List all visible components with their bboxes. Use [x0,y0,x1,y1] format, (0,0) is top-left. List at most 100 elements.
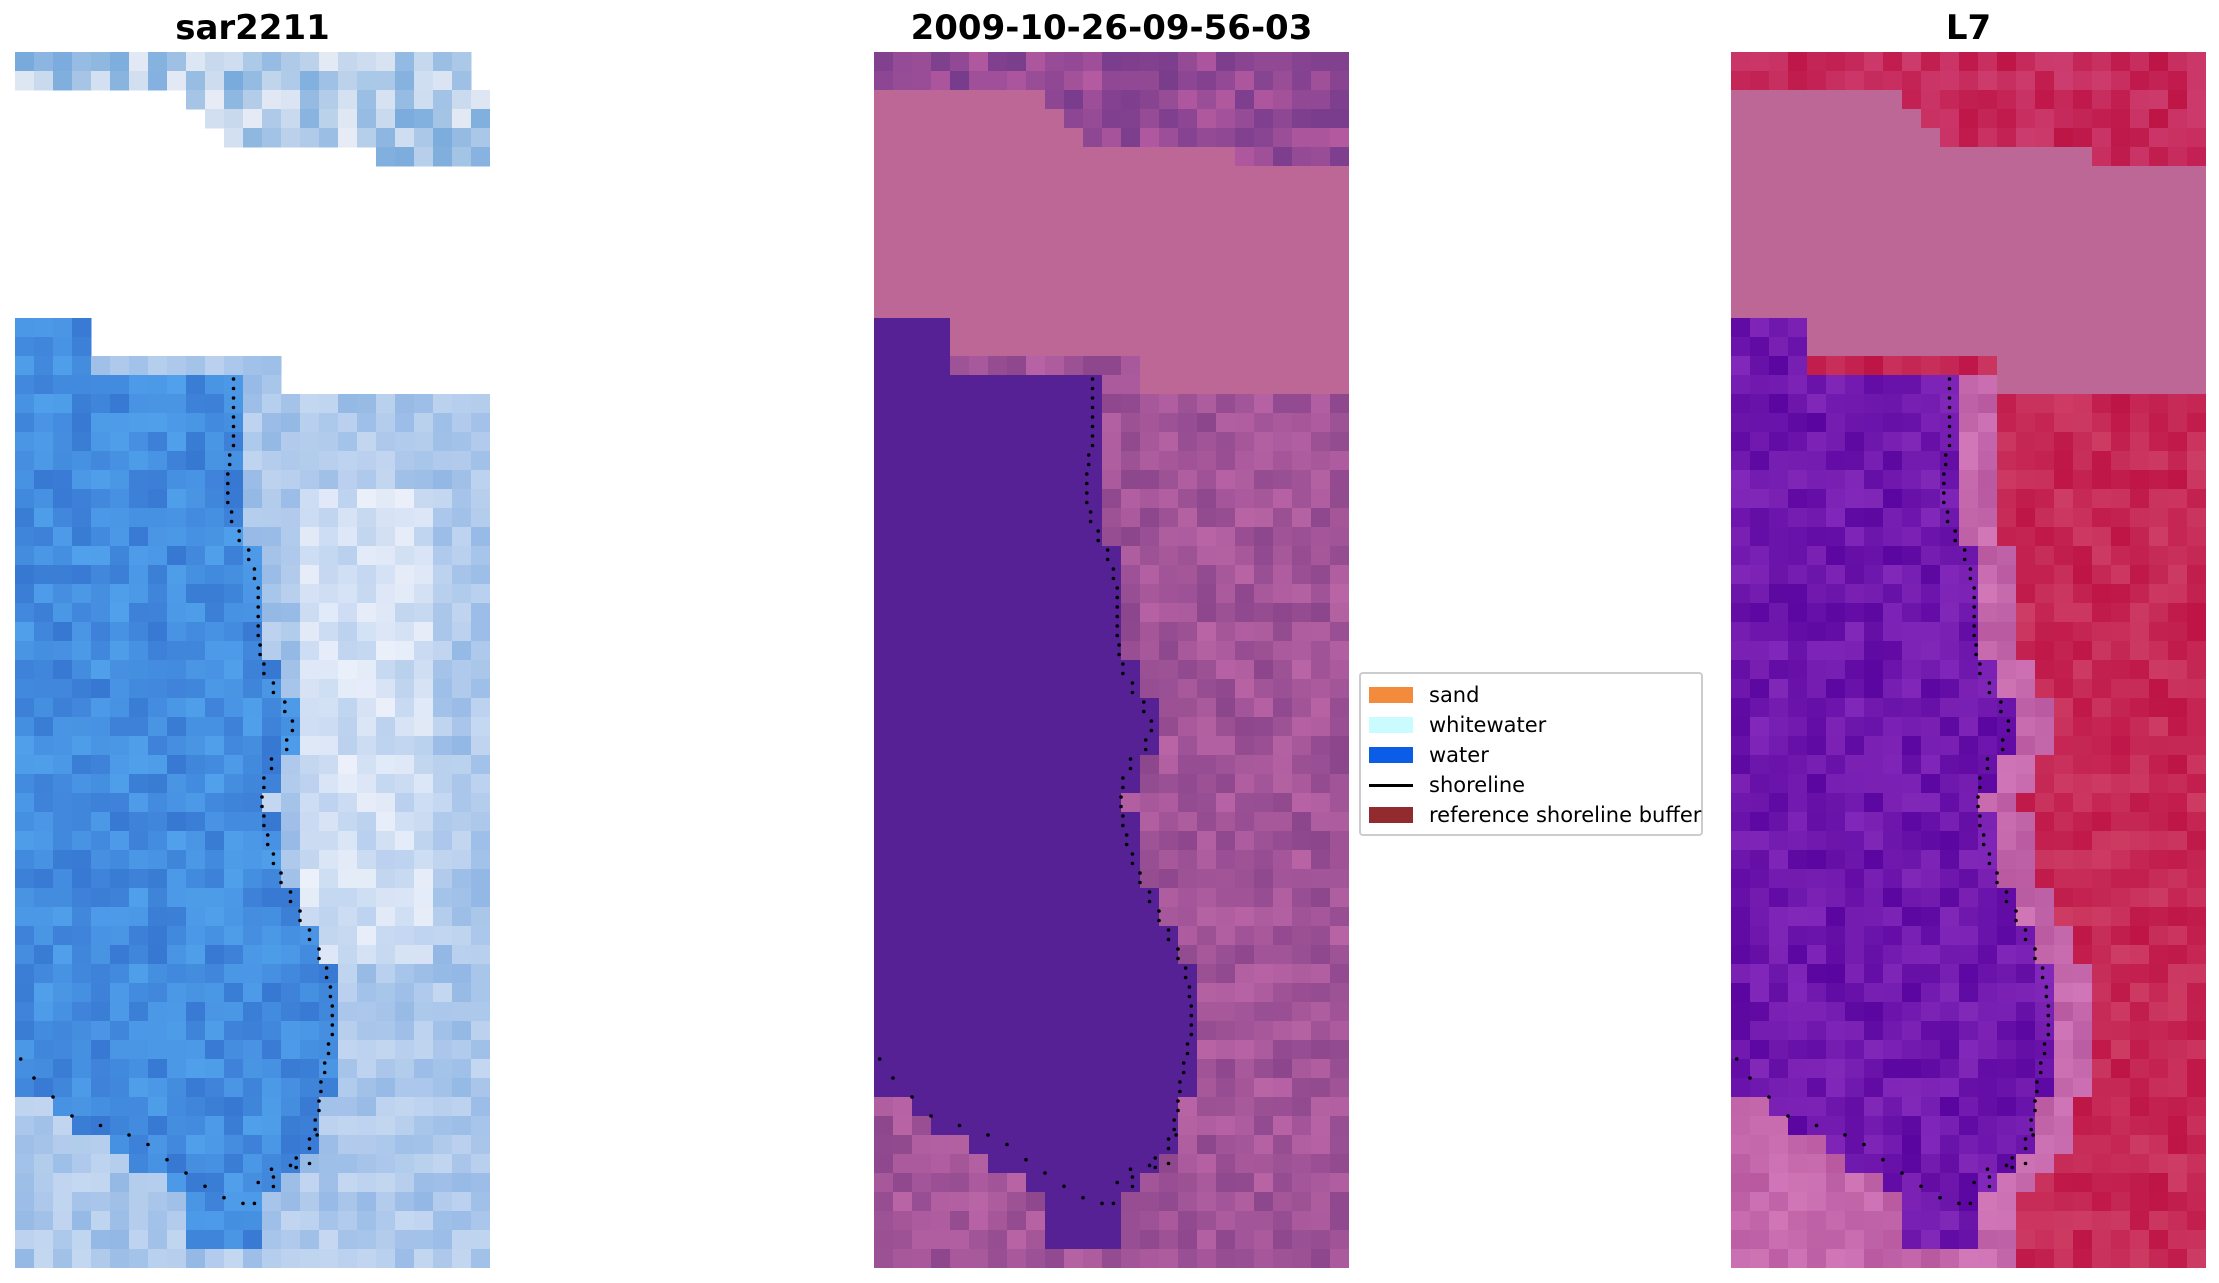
image-pixel [1159,603,1179,623]
image-pixel [319,1097,339,1117]
image-pixel [1826,432,1846,452]
image-pixel [2130,1002,2150,1022]
image-pixel [1997,736,2017,756]
image-pixel [2073,907,2093,927]
shoreline-dot [1972,586,1976,590]
image-pixel [912,1078,932,1098]
image-pixel [1197,679,1217,699]
image-pixel [262,755,282,775]
image-pixel [1064,1249,1084,1268]
shoreline-dot [2014,918,2018,923]
image-pixel [1216,109,1236,129]
image-pixel [262,831,282,851]
image-pixel [1140,1021,1160,1041]
image-pixel [34,907,54,927]
image-pixel [205,1154,225,1174]
image-pixel [2187,451,2206,471]
image-pixel [91,679,111,699]
image-pixel [1883,907,1903,927]
image-pixel [1254,109,1274,129]
image-pixel [2130,641,2150,661]
image-pixel [1845,622,1865,642]
image-pixel [338,622,358,642]
image-pixel [1731,565,1751,585]
image-pixel [1921,888,1941,908]
image-pixel [452,774,472,794]
image-pixel [91,375,111,395]
image-pixel [72,869,92,889]
image-pixel [110,660,130,680]
image-pixel [1235,185,1255,205]
image-pixel [2168,52,2188,72]
image-pixel [148,736,168,756]
image-pixel [433,641,453,661]
image-pixel [129,1211,149,1231]
image-pixel [969,546,989,566]
image-pixel [2149,888,2169,908]
image-pixel [1997,1116,2017,1136]
image-pixel [2149,1230,2169,1250]
image-pixel [1254,603,1274,623]
image-pixel [1045,983,1065,1003]
image-pixel [1997,793,2017,813]
image-pixel [931,812,951,832]
image-pixel [2016,679,2036,699]
shoreline-dot [326,1042,331,1046]
image-pixel [1750,926,1770,946]
image-pixel [414,1059,434,1079]
shoreline-dot [1999,700,2003,704]
image-pixel [129,71,149,91]
image-pixel [414,926,434,946]
shoreline-dot [262,823,266,828]
shoreline-dot [1176,1108,1180,1113]
image-pixel [1750,489,1770,509]
image-pixel [1197,907,1217,927]
image-pixel [2016,318,2036,338]
image-pixel [2149,1021,2169,1041]
image-pixel [243,755,263,775]
image-pixel [1330,850,1349,870]
image-pixel [376,71,396,91]
image-pixel [2092,755,2112,775]
image-pixel [376,584,396,604]
image-pixel [912,375,932,395]
image-pixel [2111,736,2131,756]
image-pixel [2035,166,2055,186]
image-pixel [1807,394,1827,414]
image-pixel [1235,660,1255,680]
image-pixel [1959,375,1979,395]
image-pixel [2111,812,2131,832]
image-pixel [1845,1173,1865,1193]
image-pixel [2016,242,2036,262]
image-pixel [1978,185,1998,205]
image-pixel [1007,318,1027,338]
shoreline-dot [1987,681,1992,685]
legend-label-whitewater: whitewater [1429,713,1547,737]
image-pixel [1007,356,1027,376]
image-pixel [1788,147,1808,167]
image-pixel [988,109,1008,129]
image-pixel [1845,1021,1865,1041]
image-pixel [1254,983,1274,1003]
image-pixel [338,660,358,680]
image-pixel [1731,1135,1751,1155]
image-pixel [950,1249,970,1268]
shoreline-dot [231,377,236,381]
shoreline-dot [283,709,287,714]
shoreline-dot [262,662,266,666]
image-pixel [1845,527,1865,547]
image-pixel [1064,964,1084,984]
image-pixel [224,888,244,908]
image-pixel [319,812,339,832]
image-pixel [357,1002,377,1022]
image-pixel [969,774,989,794]
image-pixel [1940,603,1960,623]
image-pixel [2130,793,2150,813]
image-pixel [2149,242,2169,262]
image-pixel [91,356,111,376]
image-pixel [1064,52,1084,72]
image-pixel [186,831,206,851]
shoreline-dot [2046,1013,2051,1018]
image-pixel [2168,451,2188,471]
image-pixel [2168,394,2188,414]
